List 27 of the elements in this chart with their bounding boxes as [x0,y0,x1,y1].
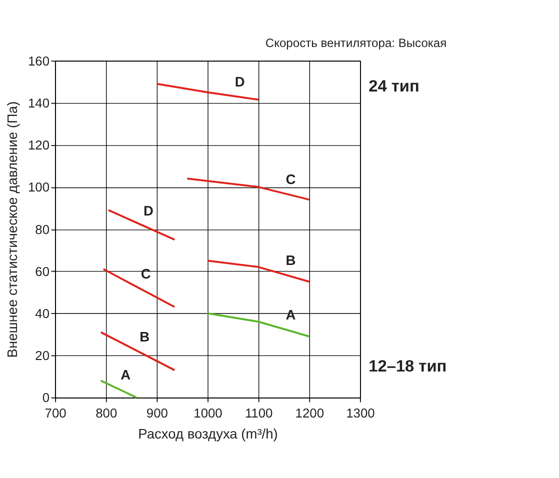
x-tick-label: 900 [146,406,168,421]
series-label: C [286,172,296,187]
text: 24 тип [368,78,420,96]
series-label: B [140,330,150,345]
y-tick-label: 80 [35,222,50,237]
y-tick-label: 160 [28,53,50,68]
series-label: B [286,252,296,268]
y-tick-label: 20 [35,348,50,364]
y-axis-title: Внешнее статистическое давление (Па) [4,101,20,358]
x-tick-label: 800 [96,406,118,421]
series-label: D [143,203,154,218]
y-tick-label: 0 [42,390,50,406]
y-tick-label: 60 [35,264,50,279]
y-tick-label: 100 [28,180,50,195]
x-axis-title: Расход воздуха (m³/h) [138,426,278,442]
text: 12–18 тип [368,358,447,376]
x-tick-label: 1300 [346,406,375,421]
series-label: D [234,74,245,90]
series-label: A [120,368,131,383]
y-tick-label: 40 [35,306,50,322]
y-tick-label: 120 [28,138,50,153]
chart-title: Скорость вентилятора: Высокая [265,36,447,50]
x-tick-label: 1000 [194,406,222,421]
x-tick-label: 1100 [244,406,273,421]
x-tick-label: 700 [44,406,66,421]
x-tick-label: 1200 [295,406,324,421]
y-tick-label: 140 [28,96,50,111]
